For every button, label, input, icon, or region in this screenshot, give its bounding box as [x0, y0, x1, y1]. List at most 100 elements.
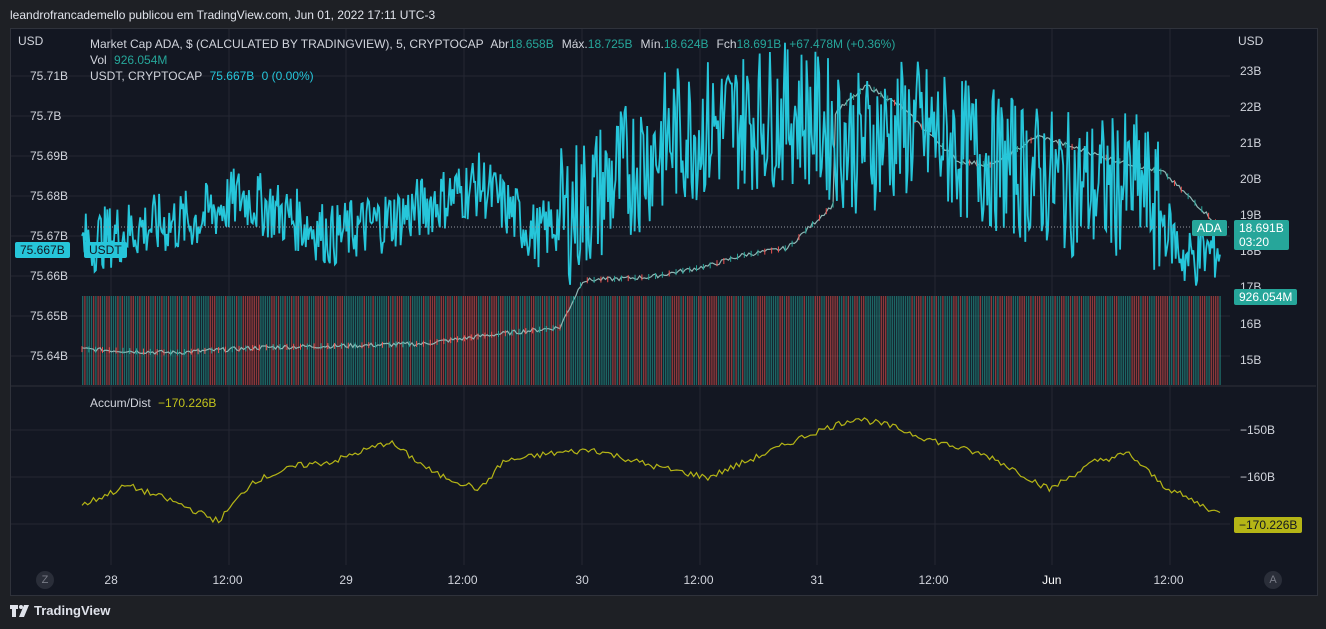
volume-bar [929, 296, 931, 385]
volume-bar [1001, 296, 1003, 385]
volume-bar [282, 296, 284, 385]
volume-bar [337, 296, 339, 385]
volume-bar [808, 296, 810, 385]
volume-bar [1067, 296, 1069, 385]
volume-bar [249, 296, 251, 385]
volume-bar [673, 296, 676, 385]
volume-bar [1177, 296, 1179, 385]
volume-bar [302, 296, 304, 385]
volume-bar [233, 296, 236, 385]
volume-bar [97, 296, 99, 385]
volume-bar [863, 296, 865, 385]
volume-bar [183, 296, 185, 385]
volume-bar [121, 296, 123, 385]
volume-bar [165, 296, 167, 385]
volume-bar [577, 296, 579, 385]
volume-bar [614, 296, 616, 385]
right-tick-label: 22B [1240, 100, 1262, 114]
volume-bar [544, 296, 546, 385]
volume-bar [1210, 296, 1212, 385]
volume-bar [1025, 296, 1028, 385]
volume-bar [209, 296, 211, 385]
volume-bar [973, 296, 975, 385]
volume-bar [1127, 296, 1129, 385]
volume-bar [550, 296, 552, 385]
volume-bar [1063, 296, 1065, 385]
volume-bar [93, 296, 95, 385]
volume-bar [409, 296, 412, 385]
volume-bar [1041, 296, 1043, 385]
volume-bar [1054, 296, 1056, 385]
volume-bar [775, 296, 777, 385]
volume-bar [654, 296, 656, 385]
volume-bar [1107, 296, 1109, 385]
volume-bar [405, 296, 407, 385]
volume-bar [865, 296, 867, 385]
volume-bar [218, 296, 220, 385]
volume-bar [486, 296, 489, 385]
volume-bar [462, 296, 464, 385]
volume-bar [335, 296, 337, 385]
volume-bar [555, 296, 557, 385]
main-legend[interactable]: Market Cap ADA, $ (CALCULATED BY TRADING… [90, 37, 907, 51]
left-tick-label: 75.66B [30, 269, 69, 283]
volume-bar [1032, 296, 1034, 385]
volume-bar [1065, 296, 1067, 385]
volume-bar [231, 296, 233, 385]
volume-bar [792, 296, 794, 385]
volume-bar [849, 296, 852, 385]
volume-bar [502, 296, 504, 385]
volume-bar [904, 296, 907, 385]
volume-bar [1030, 296, 1032, 385]
volume-bar [383, 296, 385, 385]
volume-bar [755, 296, 757, 385]
volume-bar [326, 296, 328, 385]
usdt-value: 75.667B [209, 69, 255, 83]
volume-bar [942, 296, 944, 385]
ad-legend[interactable]: Accum/Dist −170.226B [90, 396, 220, 410]
volume-bar [150, 296, 152, 385]
volume-bar [915, 296, 918, 385]
ad-value: −170.226B [158, 396, 217, 410]
volume-bar [594, 296, 596, 385]
x-tick-label: 12:00 [447, 573, 478, 587]
volume-bar [1217, 296, 1219, 385]
volume-tag: 926.054M [1234, 289, 1298, 305]
volume-bar [1034, 296, 1036, 385]
volume-bar [431, 296, 434, 385]
volume-bar [126, 296, 128, 385]
volume-bar [713, 296, 715, 385]
volume-bar [88, 296, 90, 385]
volume-bar [607, 296, 610, 385]
volume-bar [618, 296, 621, 385]
volume-bar [662, 296, 665, 385]
volume-bar [964, 296, 966, 385]
volume-bar [130, 296, 132, 385]
zoom-button[interactable]: Z [36, 571, 54, 589]
volume-bar [1028, 296, 1030, 385]
volume-bar [119, 296, 121, 385]
volume-bar [1175, 296, 1177, 385]
volume-bar [794, 296, 797, 385]
volume-bar [372, 296, 374, 385]
volume-bar [810, 296, 812, 385]
volume-bar [1201, 296, 1204, 385]
volume-bar [247, 296, 249, 385]
volume-bar [557, 296, 559, 385]
usdt-legend[interactable]: USDT, CRYPTOCAP 75.667B 0 (0.00%) [90, 69, 318, 83]
volume-bar [1135, 296, 1138, 385]
footer-brand[interactable]: TradingView [10, 603, 110, 618]
auto-scale-button[interactable]: A [1264, 571, 1282, 589]
volume-bar [178, 296, 181, 385]
x-tick-label: 12:00 [1153, 573, 1184, 587]
volume-bar [860, 296, 863, 385]
volume-bar [825, 296, 827, 385]
volume-bar [101, 296, 104, 385]
volume-bar [759, 296, 761, 385]
volume-bar [84, 296, 86, 385]
volume-bar [148, 296, 150, 385]
volume-bar [731, 296, 733, 385]
volume-bar [207, 296, 209, 385]
volume-legend[interactable]: Vol 926.054M [90, 53, 171, 67]
